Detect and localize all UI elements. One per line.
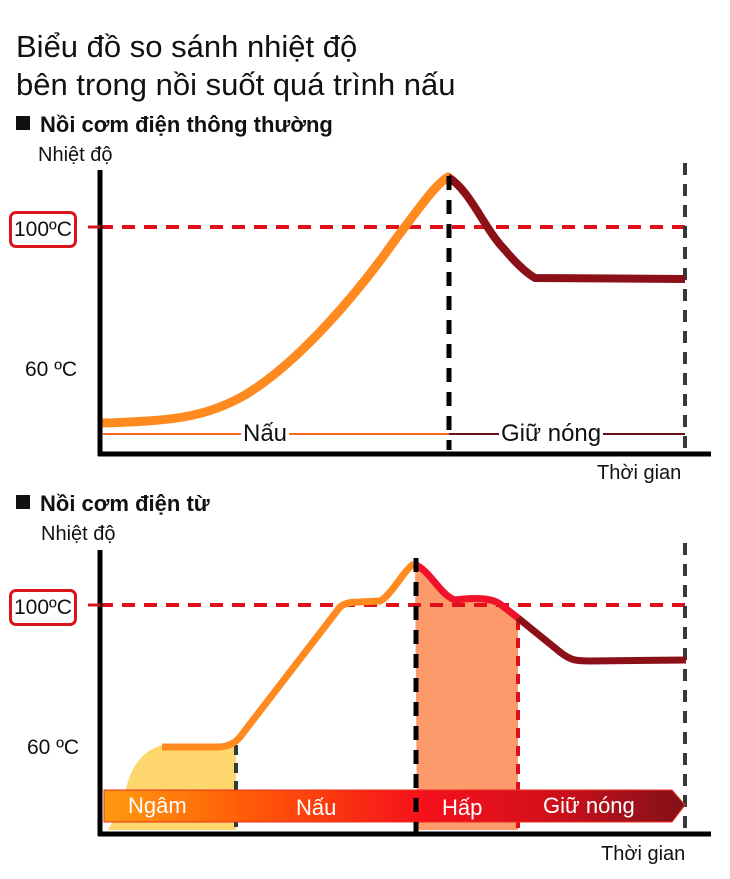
chart1-cook-curve: [97, 172, 453, 428]
chart1-plot: [88, 163, 711, 457]
chart2-heading-text: Nồi cơm điện từ: [40, 491, 210, 516]
chart2-phase-keepwarm-label: Giữ nóng: [543, 793, 635, 818]
chart1-keepwarm-curve: [445, 173, 686, 283]
chart2-x-axis-label: Thời gian: [601, 843, 686, 865]
chart2-phase-cook-label: Nấu: [296, 795, 337, 820]
chart-title-line-1: Biểu đồ so sánh nhiệt độ: [16, 29, 358, 64]
chart-title-line-2: bên trong nồi suốt quá trình nấu: [16, 67, 456, 102]
chart1-heading-text: Nồi cơm điện thông thường: [40, 112, 333, 137]
chart1-heading: Nồi cơm điện thông thường: [16, 112, 333, 138]
chart1-phase-cook-label: Nấu: [241, 420, 290, 447]
chart2-tick-100c: 100ºC: [9, 589, 77, 626]
chart1-tick-100c: 100ºC: [9, 211, 77, 248]
chart2-soak-cook-curve: [162, 560, 416, 751]
chart2-steam-curve: [412, 560, 521, 621]
square-bullet-icon: [16, 495, 30, 509]
chart2-phase-soak-label: Ngâm: [128, 793, 187, 818]
chart2-keepwarm-curve: [515, 615, 687, 665]
chart2-plot: [88, 543, 711, 837]
chart1-x-axis-label: Thời gian: [597, 462, 682, 484]
chart2-tick-60c: 60 ºC: [27, 736, 80, 759]
square-bullet-icon: [16, 116, 30, 130]
chart2-y-axis-label: Nhiệt độ: [41, 523, 116, 545]
chart2-heading: Nồi cơm điện từ: [16, 491, 210, 517]
chart2-phase-band: [103, 789, 686, 823]
chart1-y-axis-label: Nhiệt độ: [38, 144, 113, 166]
chart1-tick-60c: 60 ºC: [25, 358, 78, 381]
chart-title: Biểu đồ so sánh nhiệt độ bên trong nồi s…: [16, 28, 456, 104]
chart2-steam-area: [415, 562, 518, 830]
chart2-phase-steam-label: Hấp: [442, 795, 483, 820]
chart1-phase-keepwarm-label: Giữ nóng: [499, 420, 604, 447]
